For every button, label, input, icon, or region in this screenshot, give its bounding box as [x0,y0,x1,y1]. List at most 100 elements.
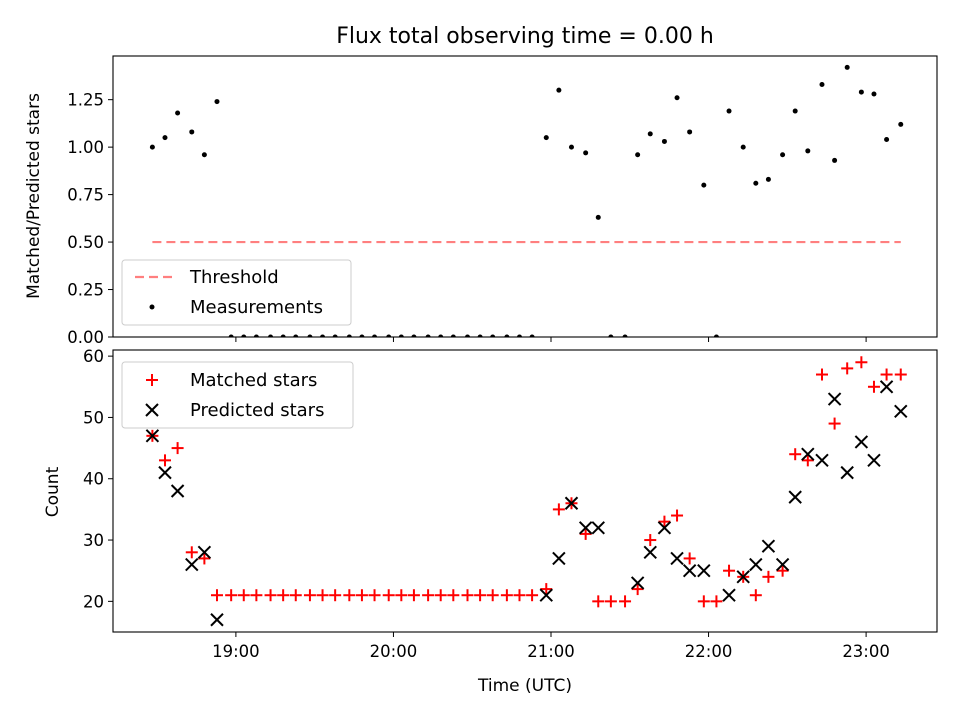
measurement-point [359,334,365,337]
matched-star-point [277,589,290,602]
matched-star-point [880,368,893,381]
bottom-x-tick-label: 21:00 [527,642,575,661]
predicted-star-point [591,521,605,535]
measurement-point [753,180,759,186]
legend-measurements-label: Measurements [190,297,323,318]
matched-star-point [303,589,316,602]
legend-measurements-swatch [149,304,155,310]
top-y-tick-label: 0.25 [67,281,104,300]
matched-star-point [434,589,447,602]
bottom-y-tick-label: 50 [83,408,104,427]
measurement-point [280,334,286,337]
matched-star-point [289,589,302,602]
bottom-x-tick-label: 19:00 [212,642,260,661]
top-y-tick-label: 0.00 [67,328,104,347]
matched-star-point [801,454,814,467]
matched-star-point [828,417,841,430]
chart-title: Flux total observing time = 0.00 h [336,24,714,49]
predicted-star-point [736,570,750,584]
predicted-star-point [801,447,815,461]
matched-star-point [710,595,723,608]
matched-star-point [395,589,408,602]
matched-star-point [486,589,499,602]
matched-star-point [815,368,828,381]
measurement-point [268,334,274,337]
matched-star-point [447,589,460,602]
predicted-star-point [643,545,657,560]
top-y-tick-label: 0.75 [67,186,104,205]
measurement-point [819,81,825,87]
matched-star-point [867,380,880,393]
measurement-point [858,89,864,95]
bottom-x-tick-label: 20:00 [370,642,418,661]
predicted-star-point [894,404,908,419]
matched-star-point [171,442,184,455]
predicted-star-point [722,588,736,602]
matched-star-point [250,589,263,602]
predicted-star-point [788,490,802,504]
measurement-point [529,334,535,337]
measurement-point [726,108,732,114]
legend-matched-label: Matched stars [190,370,317,391]
legend-matched-swatch [146,374,158,386]
matched-star-point [789,448,802,461]
matched-star-point [592,595,605,608]
predicted-star-point [840,465,854,480]
predicted-star-point [749,557,763,572]
top-legend-box [121,259,352,326]
measurement-point [464,334,470,337]
predicted-star-point [578,521,593,535]
matched-star-point [355,589,368,602]
measurement-point [332,334,338,337]
matched-star-point [619,595,632,608]
measurement-point [372,334,378,337]
measurement-point [740,144,746,150]
matched-star-point [526,589,539,602]
matched-star-point [644,534,657,547]
measurement-point [780,152,786,158]
matched-star-point [762,570,775,583]
bottom-panel: 20 30 40 50 60 19:00 20:00 21:00 22:00 23:00 [83,347,938,661]
matched-star-point [474,589,487,602]
predicted-star-point [775,557,790,572]
matched-star-point [540,583,553,596]
matched-star-point [368,589,381,602]
measurement-point [253,334,259,337]
top-legend: Threshold Measurements [121,259,352,326]
predicted-star-point [170,484,185,498]
measurement-point [635,152,641,158]
measurement-point [346,334,352,337]
measurement-point [175,110,181,116]
measurement-point [765,176,771,182]
measurement-point [701,182,707,188]
x-axis-label: Time (UTC) [477,676,572,696]
measurement-point [661,138,667,144]
matched-star-point [894,368,907,381]
matched-star-point [210,589,223,602]
measurement-point [293,334,299,337]
predicted-star-point [867,453,881,468]
top-data-marks [149,64,904,337]
measurement-point [398,334,404,337]
measurement-point [844,64,850,70]
legend-predicted-swatch [145,403,159,417]
matched-star-point [604,595,617,608]
measurement-point [622,334,628,337]
measurement-point [871,91,877,97]
bottom-x-tick-label: 23:00 [842,642,890,661]
top-axes-frame [112,55,938,338]
matched-star-point [855,356,868,369]
matched-star-point [461,589,474,602]
matched-star-point [185,546,198,559]
predicted-star-point [879,380,894,394]
matched-star-point [552,503,565,516]
measurement-point [504,334,510,337]
measurement-point [568,144,574,150]
measurement-point [490,334,496,337]
matched-star-point [631,583,644,596]
measurement-point [228,334,234,337]
top-y-axis-label: Matched/Predicted stars [24,93,44,299]
measurement-point [687,129,693,135]
measurement-point [583,150,589,156]
